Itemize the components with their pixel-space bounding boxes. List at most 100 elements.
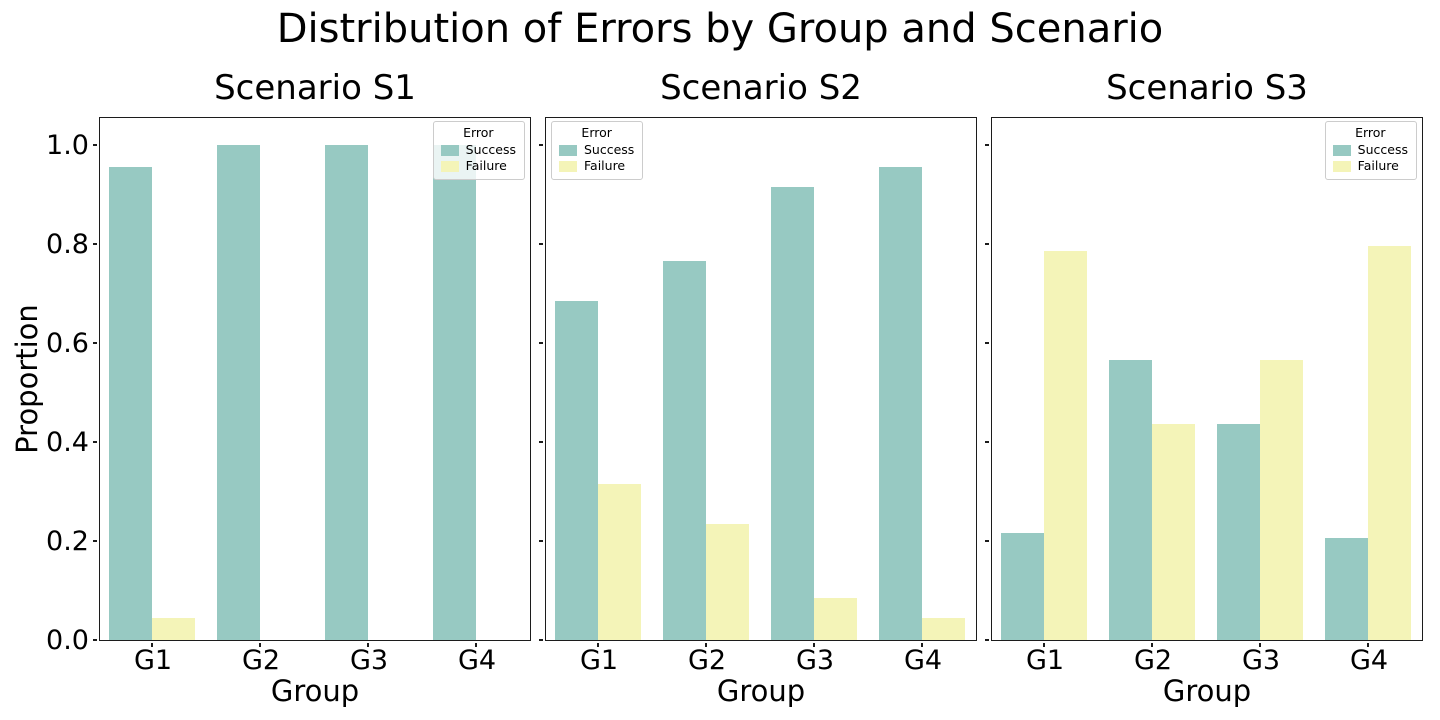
y-tick-mark [985, 441, 990, 444]
y-tick-mark [539, 441, 544, 444]
x-tick-mark [259, 642, 262, 647]
y-tick-mark [93, 441, 98, 444]
legend-swatch-failure-icon [559, 160, 577, 172]
x-tick-label-g1-s1: G1 [133, 645, 173, 676]
x-tick-label-g1-s3: G1 [1025, 645, 1065, 676]
x-tick-label-g4-s1: G4 [457, 645, 497, 676]
bar-success-g3 [1217, 424, 1261, 640]
legend-label-success: Success [584, 142, 635, 157]
bar-success-g4 [433, 144, 477, 640]
legend-swatch-failure-icon [440, 160, 459, 172]
axes-scenario-s3: Error Success Failure [985, 117, 1423, 647]
x-tick-mark [367, 642, 370, 647]
x-tick-mark [1367, 642, 1370, 647]
y-tick-mark [985, 143, 990, 146]
axes-scenario-s1: Error Success Failure [93, 117, 531, 647]
x-tick-label-g2-s3: G2 [1133, 645, 1173, 676]
y-tick-mark [93, 143, 98, 146]
y-tick-mark [539, 243, 544, 245]
y-tick-label-0.2: 0.2 [46, 525, 89, 557]
y-tick-mark [539, 639, 544, 642]
legend-swatch-success-icon [559, 144, 577, 156]
bar-failure-g4 [1368, 246, 1412, 640]
x-axis-label-s3: Group [1162, 674, 1252, 708]
legend-entry-success: Success [1332, 142, 1408, 158]
bar-success-g3 [325, 144, 369, 640]
x-tick-label-g2-s2: G2 [687, 645, 727, 676]
x-tick-label-g3-s2: G3 [795, 645, 835, 676]
legend-swatch-success-icon [1332, 144, 1351, 156]
y-tick-mark [93, 243, 98, 245]
y-tick-label-1.0: 1.0 [46, 129, 89, 161]
y-tick-label-0.8: 0.8 [46, 228, 89, 260]
x-tick-label-g3-s1: G3 [349, 645, 389, 676]
legend-title: Error [581, 125, 612, 140]
chart-title: Distribution of Errors by Group and Scen… [276, 6, 1164, 52]
legend-entry-success: Success [440, 142, 516, 158]
bar-failure-g3 [1260, 360, 1304, 640]
bar-failure-g3 [814, 597, 858, 640]
x-tick-mark [1151, 642, 1154, 647]
x-tick-mark [1259, 642, 1262, 647]
legend-label-failure: Failure [584, 158, 626, 173]
legend-entry-failure: Failure [440, 158, 516, 174]
x-tick-label-g3-s3: G3 [1241, 645, 1281, 676]
legend-swatch-failure-icon [1332, 160, 1351, 172]
legend-title: Error [1355, 125, 1386, 140]
x-tick-mark [705, 642, 708, 647]
subplot-title-s1: Scenario S1 [214, 68, 416, 108]
y-tick-mark [539, 342, 544, 345]
legend-title: Error [463, 125, 494, 140]
bar-failure-g2 [1152, 424, 1196, 640]
y-tick-label-0.0: 0.0 [46, 625, 89, 656]
x-tick-label-g4-s2: G4 [903, 645, 943, 676]
subplot-title-s2: Scenario S2 [660, 68, 862, 108]
legend-s2: Error Success Failure [551, 121, 644, 180]
x-tick-mark [597, 642, 600, 647]
legend-swatch-success-icon [440, 144, 459, 156]
axes-scenario-s2: Error Success Failure [539, 117, 977, 647]
y-tick-mark [93, 540, 98, 543]
bar-success-g2 [1109, 360, 1153, 640]
legend-entry-failure: Failure [559, 158, 634, 174]
x-tick-label-g1-s2: G1 [579, 645, 619, 676]
x-tick-mark [475, 642, 478, 647]
y-tick-label-0.4: 0.4 [46, 426, 89, 458]
x-tick-mark [813, 642, 816, 647]
x-axis-label-s2: Group [716, 674, 806, 708]
bar-failure-g4 [922, 617, 966, 640]
bar-success-g4 [879, 166, 923, 640]
legend-s3: Error Success Failure [1324, 121, 1417, 180]
bar-success-g1 [1001, 533, 1045, 640]
x-tick-label-g4-s3: G4 [1349, 645, 1389, 676]
legend-label-success: Success [1357, 142, 1408, 157]
x-tick-mark [151, 642, 154, 647]
y-tick-mark [985, 639, 990, 642]
bar-success-g1 [109, 166, 153, 640]
x-tick-mark [921, 642, 924, 647]
bar-failure-g1 [1044, 251, 1088, 640]
bar-success-g2 [217, 144, 261, 640]
legend-label-failure: Failure [1357, 158, 1399, 173]
bar-failure-g1 [152, 617, 196, 640]
bar-failure-g2 [706, 523, 750, 640]
bar-success-g3 [771, 186, 815, 640]
y-tick-mark [985, 540, 990, 543]
bar-success-g2 [663, 260, 707, 640]
y-tick-mark [539, 143, 544, 146]
x-axis-label-s1: Group [270, 674, 360, 708]
bar-failure-g1 [598, 483, 642, 640]
subplot-title-s3: Scenario S3 [1106, 68, 1308, 108]
y-tick-mark [985, 342, 990, 345]
bar-success-g1 [555, 300, 599, 640]
y-tick-mark [93, 639, 98, 642]
y-tick-mark [985, 243, 990, 245]
legend-s1: Error Success Failure [432, 121, 525, 180]
legend-entry-failure: Failure [1332, 158, 1408, 174]
legend-entry-success: Success [559, 142, 634, 158]
x-tick-label-g2-s1: G2 [241, 645, 281, 676]
x-tick-mark [1043, 642, 1046, 647]
y-tick-mark [539, 540, 544, 543]
y-tick-label-0.6: 0.6 [46, 327, 89, 359]
